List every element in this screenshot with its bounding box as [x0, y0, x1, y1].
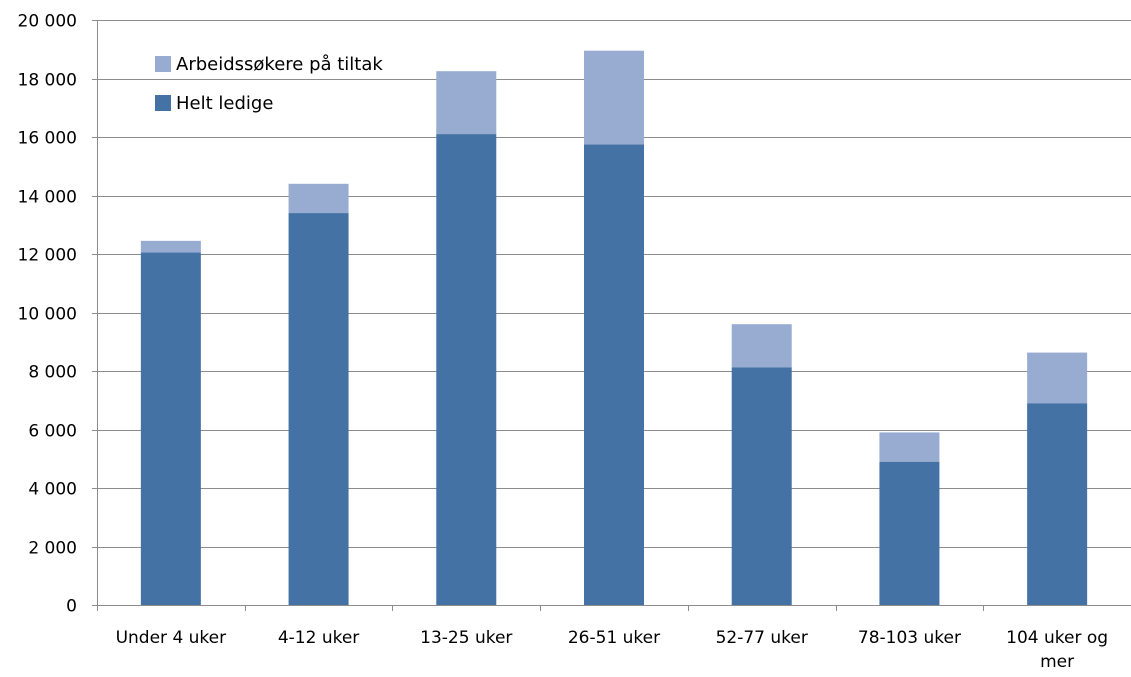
- x-tick-label: 13-25 uker: [420, 628, 512, 648]
- y-tick-label: 20 000: [18, 12, 77, 32]
- y-tick-label: 16 000: [18, 129, 77, 149]
- legend-swatch: [155, 95, 171, 111]
- legend-label: Helt ledige: [176, 93, 273, 114]
- bar-tiltak: [288, 183, 349, 214]
- legend-swatch: [155, 56, 171, 72]
- y-tick-label: 18 000: [18, 71, 77, 91]
- x-tick-label: Under 4 uker: [116, 628, 227, 648]
- x-axis-tick-labels: Under 4 uker 4-12 uker 13-25 uker 26-51 uke…: [116, 628, 1109, 672]
- bar-helt-ledige: [140, 252, 201, 605]
- bar-helt-ledige: [436, 134, 497, 605]
- bar-tiltak: [140, 240, 201, 253]
- bar-tiltak: [436, 71, 497, 135]
- y-tick-label: 14 000: [18, 188, 77, 208]
- y-tick-label: 8 000: [28, 363, 77, 383]
- bar-tiltak: [1027, 352, 1088, 404]
- bar-tiltak: [731, 324, 792, 368]
- bar-helt-ledige: [731, 367, 792, 605]
- bar-helt-ledige: [584, 144, 644, 605]
- x-tick-label: 26-51 uker: [568, 628, 660, 648]
- y-tick-label: 6 000: [28, 422, 77, 442]
- x-tick-label: 52-77 uker: [716, 628, 808, 648]
- legend-label: Arbeidssøkere på tiltak: [176, 54, 383, 75]
- y-tick-label: 12 000: [18, 246, 77, 266]
- bar-helt-ledige: [1027, 403, 1088, 605]
- x-tick-label: 78-103 uker: [858, 628, 961, 648]
- y-tick-label: 10 000: [18, 305, 77, 325]
- y-axis-tick-labels: 0 2 000 4 000 6 000 8 000 10 000 12 000 14 000 1…: [18, 12, 77, 617]
- x-tick-label: mer: [1040, 652, 1074, 672]
- y-tick-label: 4 000: [28, 480, 77, 500]
- legend: Arbeidssøkere på tiltak Helt ledige: [155, 54, 383, 114]
- y-tick-label: 2 000: [28, 539, 77, 559]
- bar-helt-ledige: [879, 461, 940, 605]
- bar-tiltak: [584, 50, 644, 145]
- x-tick-label: 4-12 uker: [278, 628, 359, 648]
- x-tick-label: 104 uker og: [1006, 628, 1108, 648]
- bars: [140, 50, 1088, 606]
- bar-tiltak: [879, 432, 940, 462]
- axes: [92, 20, 1131, 611]
- y-tick-label: 0: [66, 597, 77, 617]
- bar-helt-ledige: [288, 213, 349, 606]
